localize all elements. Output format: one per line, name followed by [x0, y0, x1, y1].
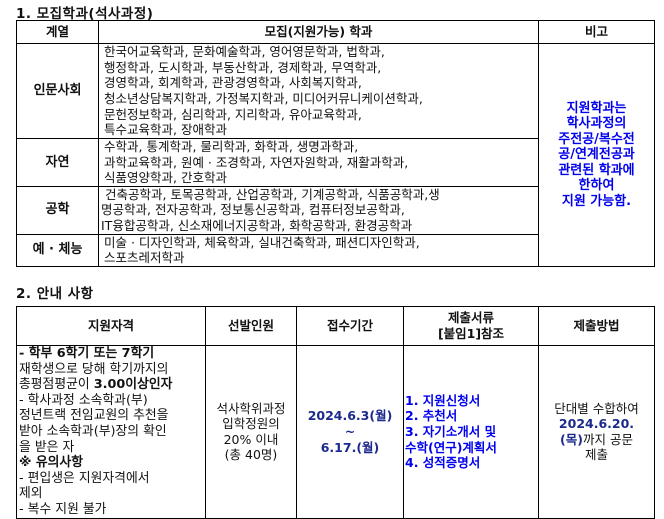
eligibility-line: 제외 [19, 486, 43, 502]
period-separator: ~ [344, 423, 356, 439]
documents-cell: 1. 지원신청서 2. 추천서 3. 자기소개서 및 수학(연구)계획서 4. … [403, 345, 539, 519]
eligibility-line: 을 받은 자 [19, 439, 75, 455]
header-quota: 선발인원 [205, 306, 297, 346]
department-line: 명공학과, 전자공학과, 정보통신공학과, 컴퓨터정보공학과, [101, 202, 405, 218]
departments-cell: 건축공학과, 토목공학과, 산업공학과, 기계공학과, 식품공학과,생 명공학과… [98, 185, 539, 235]
note-line: 관련된 학과에 [558, 162, 635, 178]
header-documents: 제출서류 [붙임1]참조 [403, 306, 539, 346]
method-cell: 단대별 수합하여 2024.6.20. (목)까지 공문 제출 [538, 345, 655, 519]
method-line: (목)까지 공문 [541, 432, 652, 448]
quota-line: 20% 이내 [223, 431, 279, 447]
department-line: IT융합공학과, 신소재에너지공학과, 화학공학과, 환경공학과 [101, 217, 413, 233]
department-line: 경영학과, 회계학과, 관광경영학과, 사회복지학과, [104, 75, 362, 91]
method-line: 단대별 수합하여 [554, 400, 639, 416]
department-line: 한국어교육학과, 문화예술학과, 영어영문학과, 법학과, [104, 44, 385, 60]
category-cell: 예 · 체능 [16, 233, 99, 267]
header-documents-line1: 제출서류 [447, 310, 494, 326]
quota-line: (총 40명) [224, 447, 278, 463]
method-line: 제출 [584, 447, 608, 463]
document-item: 2. 추천서 [405, 408, 458, 424]
period-end: 6.17.(월) [320, 439, 380, 455]
method-date: 2024.6.20. [558, 416, 635, 432]
header-departments: 모집(지원가능) 학과 [98, 20, 539, 44]
document-item: 1. 지원신청서 [405, 392, 481, 408]
guide-table: 지원자격 선발인원 접수기간 제출서류 [붙임1]참조 제출방법 - 학부 6학… [16, 306, 655, 519]
department-line: 식품영양학과, 간호학과 [104, 170, 227, 186]
eligibility-line: - 편입생은 지원자격에서 [19, 470, 150, 486]
department-line: 특수교육학과, 장애학과 [104, 122, 227, 138]
period-start: 2024.6.3(월) [307, 408, 393, 424]
eligibility-text: 총평점평균이 [19, 377, 94, 393]
section1-title: 1. 모집학과(석사과정) [16, 6, 154, 22]
eligibility-line: - 복수 지원 불가 [19, 501, 107, 517]
departments-cell: 수학과, 통계학과, 물리학과, 화학과, 생명과학과, 과학교육학과, 원예 … [98, 138, 539, 187]
department-line: 행정학과, 도시학과, 부동산학과, 경제학과, 무역학과, [104, 59, 382, 75]
department-line: 스포츠레저학과 [104, 250, 185, 266]
department-line: 청소년상담복지학과, 가정복지학과, 미디어커뮤니케이션학과, [104, 91, 423, 106]
eligibility-line: ※ 유의사항 [19, 455, 83, 471]
document-item: 4. 성적증명서 [405, 455, 481, 471]
note-line: 한하여 [578, 178, 615, 194]
note-line: 공/연계전공과 [558, 147, 635, 163]
eligibility-line: - 학사과정 소속학과(부) [19, 392, 148, 408]
header-period: 접수기간 [296, 306, 404, 346]
category-cell: 자연 [16, 138, 99, 187]
period-cell: 2024.6.3(월) ~ 6.17.(월) [296, 345, 404, 519]
section2-title: 2. 안내 사항 [16, 286, 94, 302]
department-line: 과학교육학과, 원예 · 조경학과, 자연자원학과, 재활과학과, [104, 154, 409, 170]
departments-cell: 미술 · 디자인학과, 체육학과, 실내건축학과, 패션디자인학과, 스포츠레저… [98, 233, 539, 267]
departments-table: 계열 모집(지원가능) 학과 비고 인문사회 한국어교육학과, 문화예술학과, … [16, 20, 655, 267]
header-eligibility: 지원자격 [16, 306, 206, 346]
eligibility-line: 정년트랙 전임교원의 추천을 [19, 408, 169, 424]
quota-line: 석사학위과정 [216, 400, 286, 416]
department-line: 건축공학과, 토목공학과, 산업공학과, 기계공학과, 식품공학과,생 [105, 186, 440, 202]
note-line: 지원 가능함. [561, 193, 632, 209]
table-row: 예 · 체능 미술 · 디자인학과, 체육학과, 실내건축학과, 패션디자인학과… [16, 233, 655, 267]
note-cell: 지원학과는 학사과정의 주전공/복수전 공/연계전공과 관련된 학과에 한하여 … [538, 43, 655, 267]
header-category: 계열 [16, 20, 99, 44]
eligibility-line: 받아 소속학과(부)장의 확인 [19, 423, 167, 439]
table-row: 공학 건축공학과, 토목공학과, 산업공학과, 기계공학과, 식품공학과,생 명… [16, 185, 655, 235]
quota-line: 입학정원의 [222, 416, 280, 432]
department-line: 수학과, 통계학과, 물리학과, 화학과, 생명과학과, [104, 139, 359, 154]
note-line: 학사과정의 [566, 116, 627, 132]
departments-cell: 한국어교육학과, 문화예술학과, 영어영문학과, 법학과, 행정학과, 도시학과… [98, 43, 539, 139]
method-weekday: (목) [560, 431, 583, 447]
header-method: 제출방법 [538, 306, 655, 346]
note-line: 지원학과는 [566, 100, 627, 116]
header-documents-line2: [붙임1]참조 [437, 326, 505, 341]
eligibility-cell: - 학부 6학기 또는 7학기 재학생으로 당해 학기까지의 총평점평균이 3.… [16, 345, 206, 519]
category-cell: 공학 [16, 185, 99, 235]
eligibility-line: 재학생으로 당해 학기까지의 [19, 361, 169, 377]
table-row: 인문사회 한국어교육학과, 문화예술학과, 영어영문학과, 법학과, 행정학과,… [16, 43, 655, 267]
eligibility-line: - 학부 6학기 또는 7학기 [19, 346, 155, 361]
gpa-requirement: 3.00이상인자 [93, 377, 173, 393]
department-line: 문헌정보학과, 심리학과, 지리학과, 유아교육학과, [104, 106, 362, 122]
table-row: 자연 수학과, 통계학과, 물리학과, 화학과, 생명과학과, 과학교육학과, … [16, 138, 655, 187]
quota-cell: 석사학위과정 입학정원의 20% 이내 (총 40명) [205, 345, 297, 519]
department-line: 미술 · 디자인학과, 체육학과, 실내건축학과, 패션디자인학과, [104, 234, 420, 250]
eligibility-line: 총평점평균이 3.00이상인자 [19, 377, 203, 393]
method-text: 까지 공문 [582, 431, 633, 447]
header-note: 비고 [538, 20, 655, 44]
document-item: 3. 자기소개서 및 [405, 423, 497, 439]
note-line: 주전공/복수전 [558, 131, 635, 147]
document-item: 수학(연구)계획서 [405, 439, 497, 455]
table-row: - 학부 6학기 또는 7학기 재학생으로 당해 학기까지의 총평점평균이 3.… [16, 345, 655, 519]
category-cell: 인문사회 [16, 43, 99, 139]
